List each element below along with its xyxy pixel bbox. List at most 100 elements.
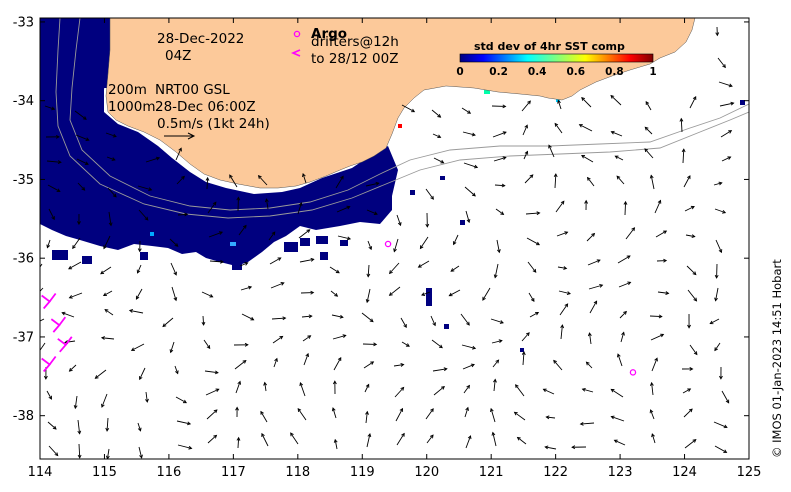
velocity-arrow bbox=[649, 174, 655, 190]
velocity-arrow bbox=[77, 419, 82, 435]
velocity-arrow bbox=[682, 388, 692, 394]
date-label: 28-Dec-2022 bbox=[157, 31, 244, 47]
velocity-arrow bbox=[686, 265, 697, 276]
velocity-arrow bbox=[524, 174, 534, 184]
velocity-arrow bbox=[145, 391, 149, 403]
velocity-arrow bbox=[240, 285, 253, 291]
velocity-arrow bbox=[204, 370, 219, 375]
velocity-arrow bbox=[542, 388, 555, 395]
velocity-arrow bbox=[396, 432, 405, 446]
lat-tick-label: -37 bbox=[13, 330, 34, 345]
colorbar-tick-label: 0.2 bbox=[489, 66, 508, 78]
velocity-arrow bbox=[263, 381, 268, 392]
velocity-arrow bbox=[300, 290, 315, 295]
velocity-arrow bbox=[589, 300, 598, 314]
velocity-arrow bbox=[714, 287, 719, 302]
lon-tick-label: 124 bbox=[672, 465, 697, 480]
velocity-arrow bbox=[681, 148, 686, 164]
velocity-arrow bbox=[452, 234, 459, 246]
velocity-arrow bbox=[329, 266, 340, 274]
velocity-arrow bbox=[493, 263, 499, 279]
velocity-arrow bbox=[516, 436, 527, 445]
velocity-arrow bbox=[366, 264, 371, 278]
velocity-arrow bbox=[489, 407, 496, 423]
velocity-arrow bbox=[332, 380, 337, 395]
velocity-arrow bbox=[367, 240, 373, 251]
velocity-arrow bbox=[175, 396, 188, 404]
velocity-arrow bbox=[417, 260, 430, 268]
velocity-arrow bbox=[365, 410, 369, 424]
velocity-arrow bbox=[617, 255, 631, 264]
velocity-arrow bbox=[101, 393, 108, 408]
velocity-arrow bbox=[558, 290, 571, 295]
velocity-arrow bbox=[433, 157, 445, 164]
velocity-arrow bbox=[493, 378, 497, 392]
velocity-arrow bbox=[264, 198, 269, 210]
velocity-arrow bbox=[521, 332, 530, 342]
velocity-arrow bbox=[578, 124, 593, 132]
velocity-arrow bbox=[235, 380, 242, 394]
velocity-arrow bbox=[559, 303, 569, 316]
velocity-arrow bbox=[388, 286, 401, 296]
velocity-arrow bbox=[138, 446, 143, 459]
velocity-arrow bbox=[649, 381, 654, 396]
velocity-arrow bbox=[684, 205, 695, 212]
velocity-arrow bbox=[239, 262, 249, 267]
velocity-arrow bbox=[303, 352, 310, 366]
velocity-arrow bbox=[461, 344, 477, 350]
velocity-arrow bbox=[234, 359, 247, 370]
velocity-arrow bbox=[717, 57, 726, 69]
velocity-arrow bbox=[137, 240, 142, 253]
velocity-arrow bbox=[491, 431, 497, 447]
velocity-arrow bbox=[361, 312, 374, 323]
velocity-arrow bbox=[46, 390, 52, 400]
velocity-arrow bbox=[620, 331, 625, 343]
velocity-arrow bbox=[584, 199, 589, 211]
velocity-arrow bbox=[685, 234, 696, 239]
velocity-arrows bbox=[40, 26, 735, 459]
velocity-arrow bbox=[332, 334, 347, 340]
velocity-arrow bbox=[689, 95, 697, 109]
colorbar bbox=[459, 53, 654, 63]
velocity-arrow bbox=[555, 200, 565, 213]
velocity-arrow bbox=[46, 239, 51, 249]
velocity-arrow bbox=[644, 148, 654, 159]
velocity-arrow bbox=[236, 436, 241, 449]
velocity-arrow bbox=[718, 81, 733, 88]
velocity-arrow bbox=[494, 183, 506, 188]
velocity-arrow bbox=[331, 407, 337, 419]
velocity-arrow bbox=[649, 314, 663, 319]
velocity-arrow bbox=[527, 261, 537, 273]
velocity-arrow bbox=[616, 175, 625, 185]
velocity-arrow bbox=[177, 212, 189, 217]
velocity-arrow bbox=[235, 406, 240, 418]
velocity-arrow bbox=[425, 212, 430, 228]
velocity-arrow bbox=[201, 315, 206, 326]
velocity-arrow bbox=[495, 208, 505, 215]
argo-legend-marker bbox=[293, 30, 301, 38]
velocity-arrow bbox=[492, 131, 507, 138]
velocity-arrow bbox=[207, 201, 217, 214]
drifter-legend-label: drifters@12h bbox=[311, 34, 399, 50]
velocity-arrow bbox=[365, 181, 380, 187]
velocity-arrow bbox=[401, 104, 416, 113]
velocity-arrow bbox=[40, 287, 44, 292]
velocity-arrow bbox=[463, 162, 479, 169]
velocity-arrow bbox=[623, 200, 628, 216]
velocity-arrow bbox=[684, 439, 697, 449]
velocity-arrow bbox=[545, 415, 556, 420]
argo-floats bbox=[384, 240, 637, 376]
velocity-arrow bbox=[400, 317, 407, 329]
velocity-arrow bbox=[393, 238, 399, 253]
velocity-arrow bbox=[261, 432, 269, 447]
lon-tick-label: 120 bbox=[414, 465, 439, 480]
drifter-legend-time: to 28/12 00Z bbox=[311, 51, 398, 67]
lon-tick-label: 114 bbox=[28, 465, 53, 480]
velocity-arrow bbox=[73, 395, 78, 410]
velocity-arrow bbox=[299, 382, 306, 397]
velocity-arrow bbox=[169, 341, 175, 354]
velocity-arrow bbox=[650, 333, 665, 341]
velocity-arrow bbox=[175, 147, 182, 161]
velocity-arrow bbox=[720, 130, 733, 138]
velocity-arrow bbox=[396, 214, 402, 227]
